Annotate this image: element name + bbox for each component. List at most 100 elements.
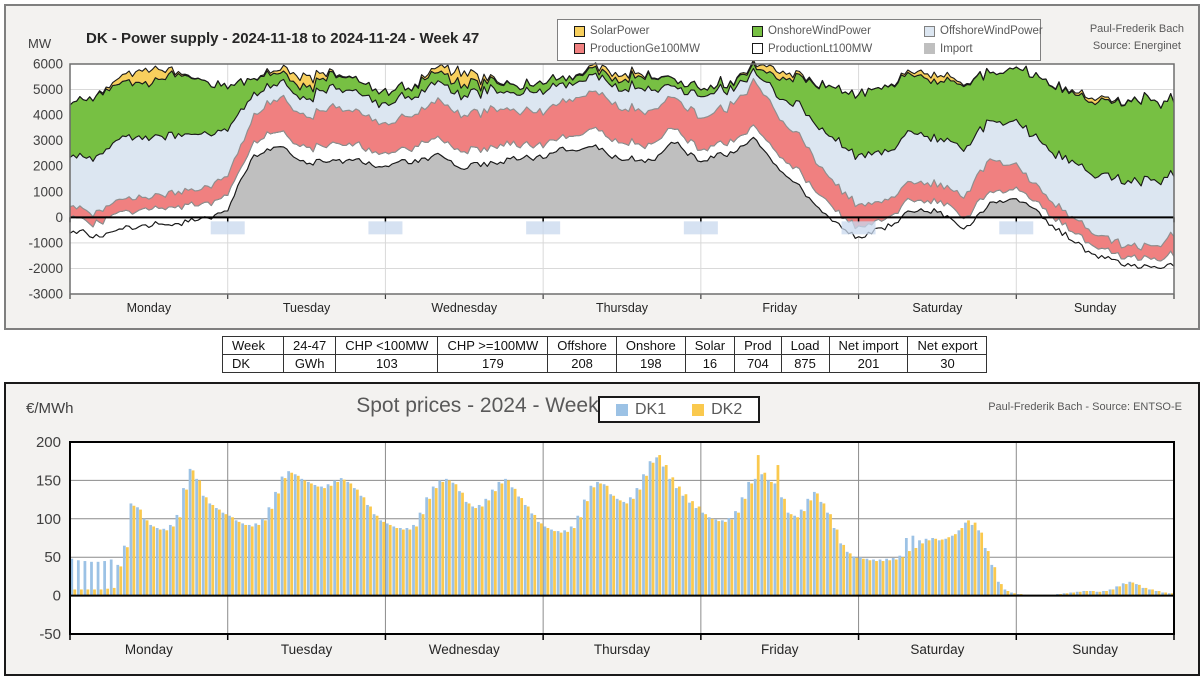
- svg-text:4000: 4000: [33, 108, 63, 123]
- svg-text:Sunday: Sunday: [1074, 301, 1117, 315]
- legend-label: Import: [940, 42, 973, 55]
- legend-swatch-icon: [574, 43, 585, 55]
- table-cell: 208: [547, 354, 617, 373]
- table-cell: GWh: [282, 354, 337, 373]
- svg-text:0: 0: [53, 588, 61, 605]
- svg-text:-2000: -2000: [28, 261, 63, 276]
- table-cell: Week: [222, 336, 284, 355]
- legend-item-onshorewindpower: OnshoreWindPower: [752, 25, 924, 37]
- table-data-row: DK GWh 103 179 208 198 16 704 875 201 30: [222, 354, 988, 373]
- table-cell: CHP >=100MW: [437, 336, 549, 355]
- legend-label: OnshoreWindPower: [768, 25, 871, 38]
- svg-text:50: 50: [44, 549, 61, 566]
- svg-text:Monday: Monday: [127, 301, 172, 315]
- table-cell: 16: [684, 354, 736, 373]
- table-cell: 30: [907, 354, 988, 373]
- legend-swatch-icon: [924, 25, 935, 37]
- svg-text:Tuesday: Tuesday: [283, 301, 331, 315]
- table-cell: 24-47: [282, 336, 337, 355]
- table-cell: CHP <100MW: [335, 336, 439, 355]
- legend-label: DK2: [711, 400, 743, 418]
- svg-text:Friday: Friday: [761, 642, 799, 657]
- svg-text:-3000: -3000: [28, 287, 63, 302]
- table-cell: 179: [437, 354, 549, 373]
- legend-swatch-icon: [924, 43, 935, 55]
- bottom-chart-source: Paul-Frederik Bach - Source: ENTSO-E: [988, 401, 1182, 413]
- legend-label: ProductionLt100MW: [768, 42, 873, 55]
- svg-text:3000: 3000: [33, 133, 63, 148]
- svg-text:Thursday: Thursday: [596, 301, 649, 315]
- table-cell: Net import: [828, 336, 909, 355]
- table-cell: Net export: [907, 336, 988, 355]
- svg-text:6000: 6000: [33, 57, 63, 72]
- svg-text:Wednesday: Wednesday: [431, 301, 498, 315]
- svg-text:Thursday: Thursday: [594, 642, 651, 657]
- table-cell: 704: [734, 354, 782, 373]
- legend-item-offshorewindpower: OffshoreWindPower: [924, 25, 1043, 37]
- svg-text:0: 0: [55, 210, 63, 225]
- bottom-chart-title: Spot prices - 2024 - Week 47: [356, 394, 628, 417]
- faint-watermark: [683, 221, 718, 235]
- legend-item-dk1: DK1: [616, 401, 666, 419]
- legend-label: OffshoreWindPower: [940, 25, 1043, 38]
- svg-text:5000: 5000: [33, 82, 63, 97]
- legend-item-productionlt100mw: ProductionLt100MW: [752, 43, 924, 55]
- svg-text:-1000: -1000: [28, 235, 63, 250]
- faint-watermark: [841, 221, 876, 235]
- faint-watermark: [999, 221, 1034, 235]
- top-source-author: Paul-Frederik Bach: [1089, 23, 1184, 35]
- svg-text:Sunday: Sunday: [1072, 642, 1118, 657]
- svg-text:Saturday: Saturday: [910, 642, 964, 657]
- svg-text:Tuesday: Tuesday: [281, 642, 333, 657]
- legend-swatch-icon: [752, 25, 763, 37]
- table-cell: Offshore: [547, 336, 617, 355]
- legend-item-solarpower: SolarPower: [574, 25, 752, 37]
- power-supply-stacked-area-chart: 6000 5000 4000 3000 2000 1000 0 -1000 -2000 -3000…: [28, 57, 1175, 315]
- faint-watermark: [368, 221, 403, 235]
- table-cell: DK: [222, 354, 284, 373]
- faint-watermark: [526, 221, 561, 235]
- svg-text:Monday: Monday: [125, 642, 173, 657]
- svg-text:Wednesday: Wednesday: [429, 642, 500, 657]
- legend-swatch-icon: [574, 25, 585, 37]
- table-cell: Onshore: [615, 336, 686, 355]
- svg-text:150: 150: [36, 472, 61, 489]
- spot-prices-panel: 200 150 100 50 0 -50 Monday Tuesday Wednesday Thu…: [4, 382, 1200, 676]
- weekly-summary-table: Week 24-47 CHP <100MW CHP >=100MW Offshore On…: [222, 336, 988, 373]
- table-cell: 201: [828, 354, 909, 373]
- legend-item-import: Import: [924, 43, 1043, 55]
- legend-swatch-icon: [752, 43, 763, 55]
- table-cell: Load: [780, 336, 830, 355]
- legend-item-productionge100mw: ProductionGe100MW: [574, 43, 752, 55]
- spot-prices-bar-chart: 200 150 100 50 0 -50 Monday Tuesday Wednesday Thu…: [36, 434, 1175, 657]
- legend-swatch-icon: [692, 403, 705, 416]
- table-header-row: Week 24-47 CHP <100MW CHP >=100MW Offshore On…: [222, 336, 988, 355]
- legend-label: ProductionGe100MW: [590, 42, 700, 55]
- table-cell: Solar: [684, 336, 736, 355]
- legend-label: DK1: [635, 400, 667, 418]
- table-cell: Prod: [734, 336, 782, 355]
- table-cell: 198: [615, 354, 686, 373]
- legend-label: SolarPower: [590, 25, 650, 38]
- legend-swatch-icon: [616, 403, 628, 416]
- faint-watermark: [210, 221, 245, 235]
- svg-text:2000: 2000: [33, 159, 63, 174]
- bottom-chart-legend: DK1 DK2: [598, 396, 761, 423]
- svg-text:200: 200: [36, 434, 61, 451]
- table-cell: 875: [780, 354, 830, 373]
- table-cell: 103: [335, 354, 439, 373]
- top-y-axis-unit: MW: [28, 36, 52, 51]
- svg-text:1000: 1000: [33, 184, 63, 199]
- top-source-provider: Source: Energinet: [1092, 40, 1181, 53]
- svg-text:100: 100: [36, 511, 61, 528]
- svg-text:Saturday: Saturday: [912, 301, 963, 315]
- power-supply-panel: 6000 5000 4000 3000 2000 1000 0 -1000 -2000 -3000…: [4, 4, 1200, 330]
- svg-text:Friday: Friday: [762, 301, 797, 315]
- top-chart-legend: SolarPower OnshoreWindPower OffshoreWindPo…: [557, 19, 1043, 61]
- top-chart-title: DK - Power supply - 2024-11-18 to 2024-1…: [86, 30, 480, 47]
- legend-item-dk2: DK2: [692, 401, 742, 419]
- bottom-y-axis-unit: €/MWh: [26, 400, 74, 417]
- top-chart-source: Paul-Frederik Bach Source: Energinet: [1090, 21, 1184, 55]
- svg-text:-50: -50: [39, 626, 61, 643]
